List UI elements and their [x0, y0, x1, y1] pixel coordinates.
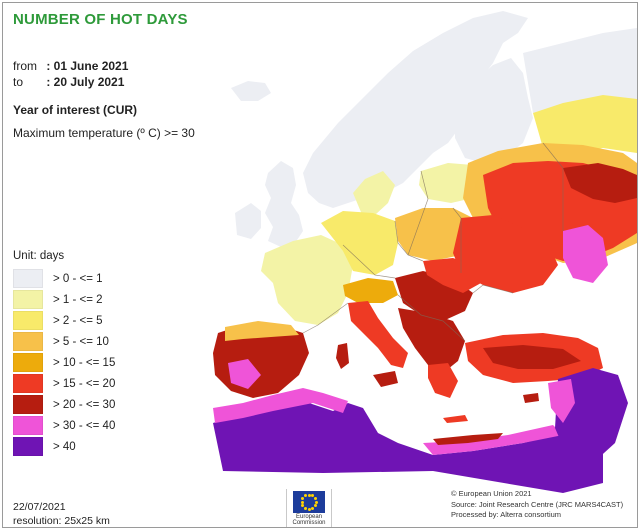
issue-date: 22/07/2021: [13, 501, 66, 513]
legend-item: > 5 - <= 10: [13, 331, 218, 352]
legend-swatch: [13, 332, 43, 351]
region-alps-orange: [343, 278, 398, 303]
period-from-label: from: [13, 59, 37, 73]
region-crete: [443, 415, 468, 423]
legend-swatch: [13, 416, 43, 435]
region-libya-inner: [433, 433, 503, 445]
eu-star-icon: [307, 507, 311, 511]
legend-item: > 30 - <= 40: [13, 415, 218, 436]
region-sardinia: [336, 343, 349, 369]
legend: Unit: days > 0 - <= 1 > 1 - <= 2 > 2 - <= …: [13, 250, 218, 457]
european-commission-logo: European Commission: [286, 489, 332, 527]
map-title: NUMBER OF HOT DAYS: [13, 11, 188, 28]
eu-star-icon: [304, 506, 307, 510]
region-balkans: [398, 308, 465, 373]
eu-star-icon: [311, 494, 314, 498]
eu-star-icon: [313, 497, 317, 500]
footer-left: 22/07/2021 resolution: 25x25 km: [13, 500, 110, 527]
data-source: Source: Joint Research Centre (JRC MARS4…: [451, 499, 624, 509]
region-turkey-darkred: [483, 345, 581, 369]
region-russia-darkred: [563, 163, 637, 203]
legend-item: > 1 - <= 2: [13, 289, 218, 310]
europe-map: [3, 3, 637, 527]
country-borders: [302, 142, 564, 342]
temperature-criterion: Maximum temperature (º C) >= 30: [13, 126, 195, 140]
processed-by: Processed by: Alterra consortium: [451, 510, 562, 519]
copyright: © European Union 2021: [451, 489, 532, 498]
eu-star-icon: [300, 500, 304, 504]
legend-item: > 15 - <= 20: [13, 373, 218, 394]
legend-label: > 2 - <= 5: [53, 314, 103, 327]
legend-label: > 20 - <= 30: [53, 398, 116, 411]
legend-swatch: [13, 437, 43, 456]
region-sweden-south: [353, 171, 395, 217]
resolution: resolution: 25x25 km: [13, 515, 110, 527]
region-scandinavia: [303, 11, 528, 208]
legend-item: > 20 - <= 30: [13, 394, 218, 415]
legend-item: > 40: [13, 436, 218, 457]
region-libya-coast: [423, 425, 563, 455]
legend-item: > 10 - <= 15: [13, 352, 218, 373]
legend-swatch: [13, 311, 43, 330]
region-carpathian-red: [423, 258, 481, 293]
region-france: [261, 235, 353, 325]
region-great-britain: [265, 161, 303, 247]
region-benelux-germany: [321, 211, 398, 275]
eu-star-icon: [313, 504, 317, 507]
legend-title: Unit: days: [13, 250, 65, 262]
region-north-africa-coast: [213, 388, 348, 423]
region-north-africa-south: [213, 401, 603, 493]
legend-label: > 40: [53, 440, 76, 453]
legend-swatch: [13, 290, 43, 309]
legend-items: > 0 - <= 1 > 1 - <= 2 > 2 - <= 5 > 5 - <= 1…: [13, 268, 218, 457]
period-to-label: to: [13, 75, 24, 89]
eu-star-icon: [301, 504, 305, 507]
region-levant-pink: [548, 379, 575, 423]
region-caspian-pink: [563, 225, 608, 283]
legend-swatch: [13, 353, 43, 372]
legend-swatch: [13, 374, 43, 393]
region-middle-east: [555, 368, 628, 463]
eu-logo-text: European Commission: [292, 514, 326, 526]
eu-star-icon: [304, 494, 307, 498]
region-sicily: [373, 371, 398, 387]
year-of-interest: Year of interest (CUR): [13, 103, 138, 117]
period-from: from : 01 June 2021: [13, 59, 128, 73]
region-cyprus: [523, 393, 539, 403]
legend-label: > 0 - <= 1: [53, 272, 103, 285]
black-sea: [483, 295, 558, 331]
eu-star-icon: [301, 497, 305, 500]
legend-label: > 1 - <= 2: [53, 293, 103, 306]
region-finland: [455, 58, 533, 163]
region-iberia-south-pink: [228, 359, 261, 389]
region-russia-north-yellow: [533, 95, 637, 153]
eu-flag-icon: [293, 491, 325, 513]
region-greece: [428, 363, 458, 398]
eu-star-icon: [307, 493, 311, 497]
period-to: to : 20 July 2021: [13, 75, 124, 89]
period-from-value: : 01 June 2021: [46, 59, 129, 73]
region-iceland: [231, 81, 271, 101]
region-ukraine: [453, 215, 558, 293]
legend-swatch: [13, 269, 43, 288]
period-to-value: : 20 July 2021: [46, 75, 125, 89]
legend-label: > 15 - <= 20: [53, 377, 116, 390]
legend-label: > 30 - <= 40: [53, 419, 116, 432]
eu-star-icon: [314, 500, 318, 504]
region-italy: [348, 301, 408, 368]
eu-star-icon: [311, 506, 314, 510]
legend-item: > 2 - <= 5: [13, 310, 218, 331]
legend-item: > 0 - <= 1: [13, 268, 218, 289]
region-ireland: [235, 203, 261, 239]
region-iberia-north: [225, 321, 299, 341]
legend-swatch: [13, 395, 43, 414]
footer-right: © European Union 2021 Source: Joint Rese…: [451, 489, 623, 521]
legend-label: > 10 - <= 15: [53, 356, 116, 369]
legend-label: > 5 - <= 10: [53, 335, 109, 348]
